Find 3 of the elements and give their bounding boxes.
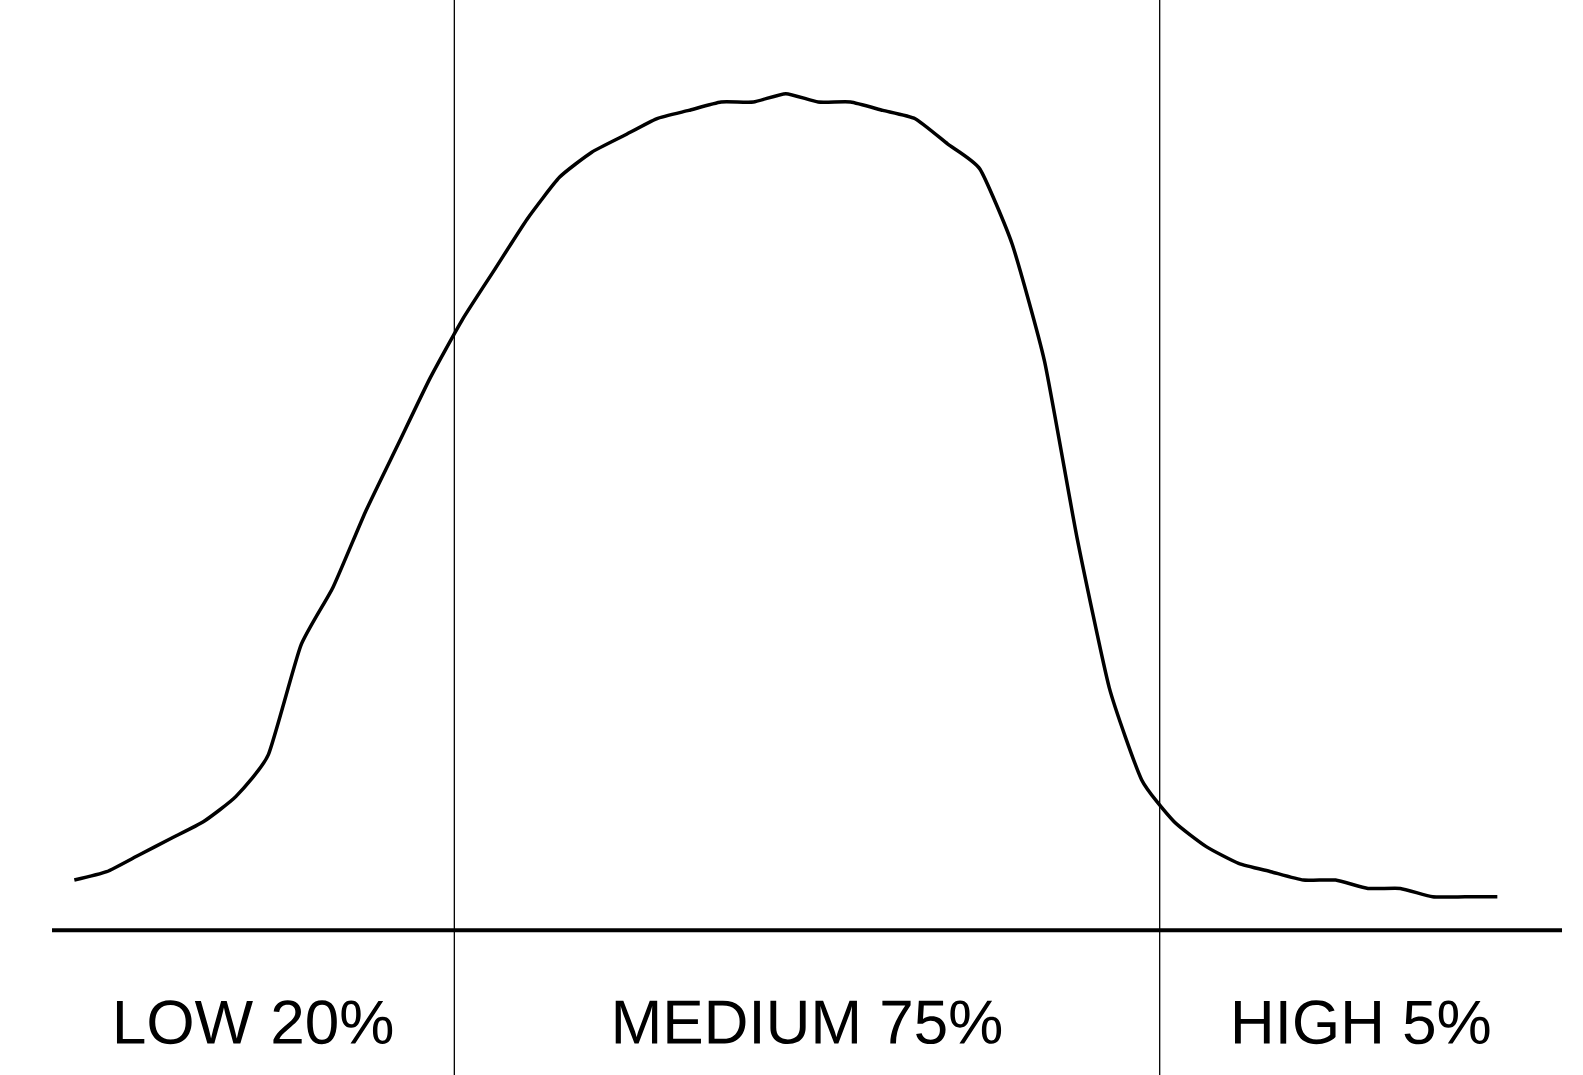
text: MEDIUM 75%: [615, 1000, 1002, 1045]
text: LOW 20%: [116, 1000, 393, 1045]
text: HIGH 5%: [1235, 1000, 1490, 1045]
